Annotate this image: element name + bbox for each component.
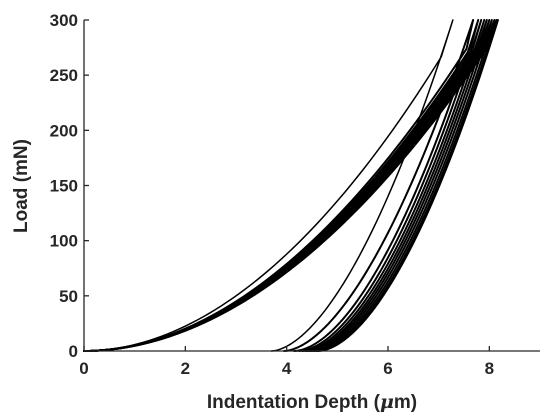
- y-axis-label: Load (mN): [11, 139, 32, 233]
- y-tick-label: 50: [59, 287, 78, 306]
- y-tick-label: 150: [50, 177, 78, 196]
- x-tick-label: 4: [282, 359, 292, 378]
- x-tick-label: 2: [181, 359, 190, 378]
- y-tick-label: 0: [69, 342, 78, 361]
- x-tick-label: 0: [79, 359, 88, 378]
- x-tick-label: 8: [485, 359, 494, 378]
- y-ticks: 0 50 100 150 200 250 300: [50, 11, 89, 361]
- indentation-curve-2: [83, 19, 475, 352]
- x-tick-label: 6: [383, 359, 392, 378]
- indentation-curve-4: [83, 19, 483, 352]
- indentation-curve-1: [83, 19, 454, 352]
- y-tick-label: 300: [50, 11, 78, 30]
- indentation-curve-6: [83, 19, 488, 352]
- indentation-curve-5: [83, 19, 486, 352]
- x-ticks: 0 2 4 6 8: [79, 346, 494, 378]
- curves-group: [83, 19, 499, 352]
- indentation-curve-3: [83, 19, 480, 352]
- indentation-curve-11: [83, 19, 499, 352]
- y-tick-label: 200: [50, 121, 78, 140]
- x-axis-label: Indentation Depth (μm): [207, 391, 417, 413]
- y-tick-label: 250: [50, 66, 78, 85]
- y-tick-label: 100: [50, 232, 78, 251]
